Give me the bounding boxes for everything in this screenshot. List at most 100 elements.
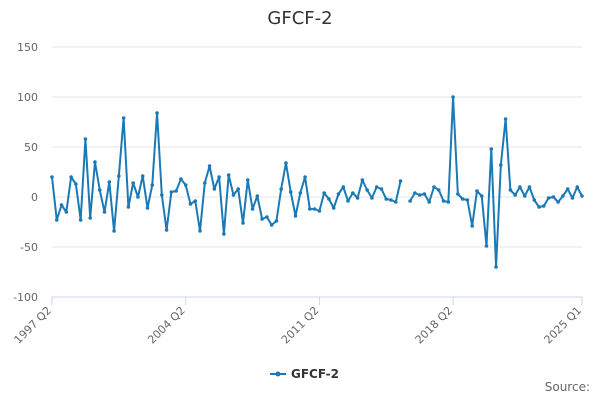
data-point [102,210,107,214]
data-point [121,116,126,120]
data-point [231,193,236,197]
data-point [245,178,250,182]
data-point [374,185,379,189]
data-point [50,175,54,179]
y-tick-label: 0 [31,191,38,204]
data-point [436,188,441,192]
data-point [479,194,484,198]
x-tick-label: 2011 Q2 [279,304,322,347]
data-point [293,214,298,218]
data-point [64,210,69,214]
data-point [298,191,303,195]
data-point [312,207,317,211]
data-point [317,209,322,213]
data-point [260,217,264,221]
data-point [327,197,331,201]
data-point [150,183,155,187]
data-point [265,215,269,219]
data-point [136,195,140,199]
data-point [427,200,432,204]
data-point [212,187,217,191]
data-point [336,192,341,196]
data-point [413,191,417,195]
data-point [198,229,202,233]
legend-marker-icon [275,371,281,377]
data-point [532,198,537,202]
data-point [341,185,346,189]
data-point [160,193,164,197]
data-point [503,117,508,121]
data-point [217,175,221,179]
data-point [169,190,174,194]
data-point [112,229,116,233]
data-point [193,199,198,203]
data-point [422,192,427,196]
data-point [269,223,274,227]
data-point [59,203,64,207]
data-point [546,196,551,200]
y-tick-label: 100 [17,91,38,104]
data-point [360,178,365,182]
data-point [570,196,575,200]
data-point [398,179,403,183]
data-point [370,196,374,200]
data-point [131,181,135,185]
data-point [527,185,532,189]
data-point [117,174,121,178]
data-point [451,95,455,99]
data-point [164,228,169,232]
data-point [303,175,307,179]
data-point [518,185,522,189]
x-tick-label: 1997 Q2 [12,304,55,347]
data-point [484,244,489,248]
data-point [441,199,446,203]
data-point [54,218,59,222]
data-point [432,185,436,189]
data-point [580,194,584,198]
data-point [145,206,150,210]
data-point [346,199,350,203]
data-point [140,174,145,178]
data-point [513,193,517,197]
data-point [126,205,131,209]
data-point [279,187,283,191]
data-point [288,190,293,194]
data-point [255,194,260,198]
data-point [93,160,97,164]
data-point [561,194,565,198]
data-point [155,111,159,115]
data-point [97,188,102,192]
data-point [88,216,92,220]
data-point [226,173,231,177]
data-point [446,200,451,204]
data-point [188,202,193,206]
series-line-gfcf-2 [51,96,583,268]
data-point [351,191,355,195]
data-point [393,200,398,204]
y-tick-label: 150 [17,41,38,54]
data-point [470,224,474,228]
data-point [542,204,546,208]
data-point [522,194,527,198]
data-point [499,163,503,167]
source-label: Source: [544,380,590,394]
data-point [69,175,73,179]
data-point [489,147,494,151]
data-point [179,177,183,181]
x-tick-label: 2018 Q2 [413,304,456,347]
data-point [250,207,255,211]
data-point [575,185,580,189]
data-point [389,198,393,202]
data-point [465,198,470,202]
data-point [475,189,479,193]
data-point [460,197,465,201]
data-point [174,189,178,193]
data-point [408,199,412,203]
y-tick-label: -100 [13,291,38,304]
data-point [537,205,541,209]
data-point [236,187,241,191]
legend-label: GFCF-2 [291,367,339,381]
y-tick-label: -50 [20,241,38,254]
